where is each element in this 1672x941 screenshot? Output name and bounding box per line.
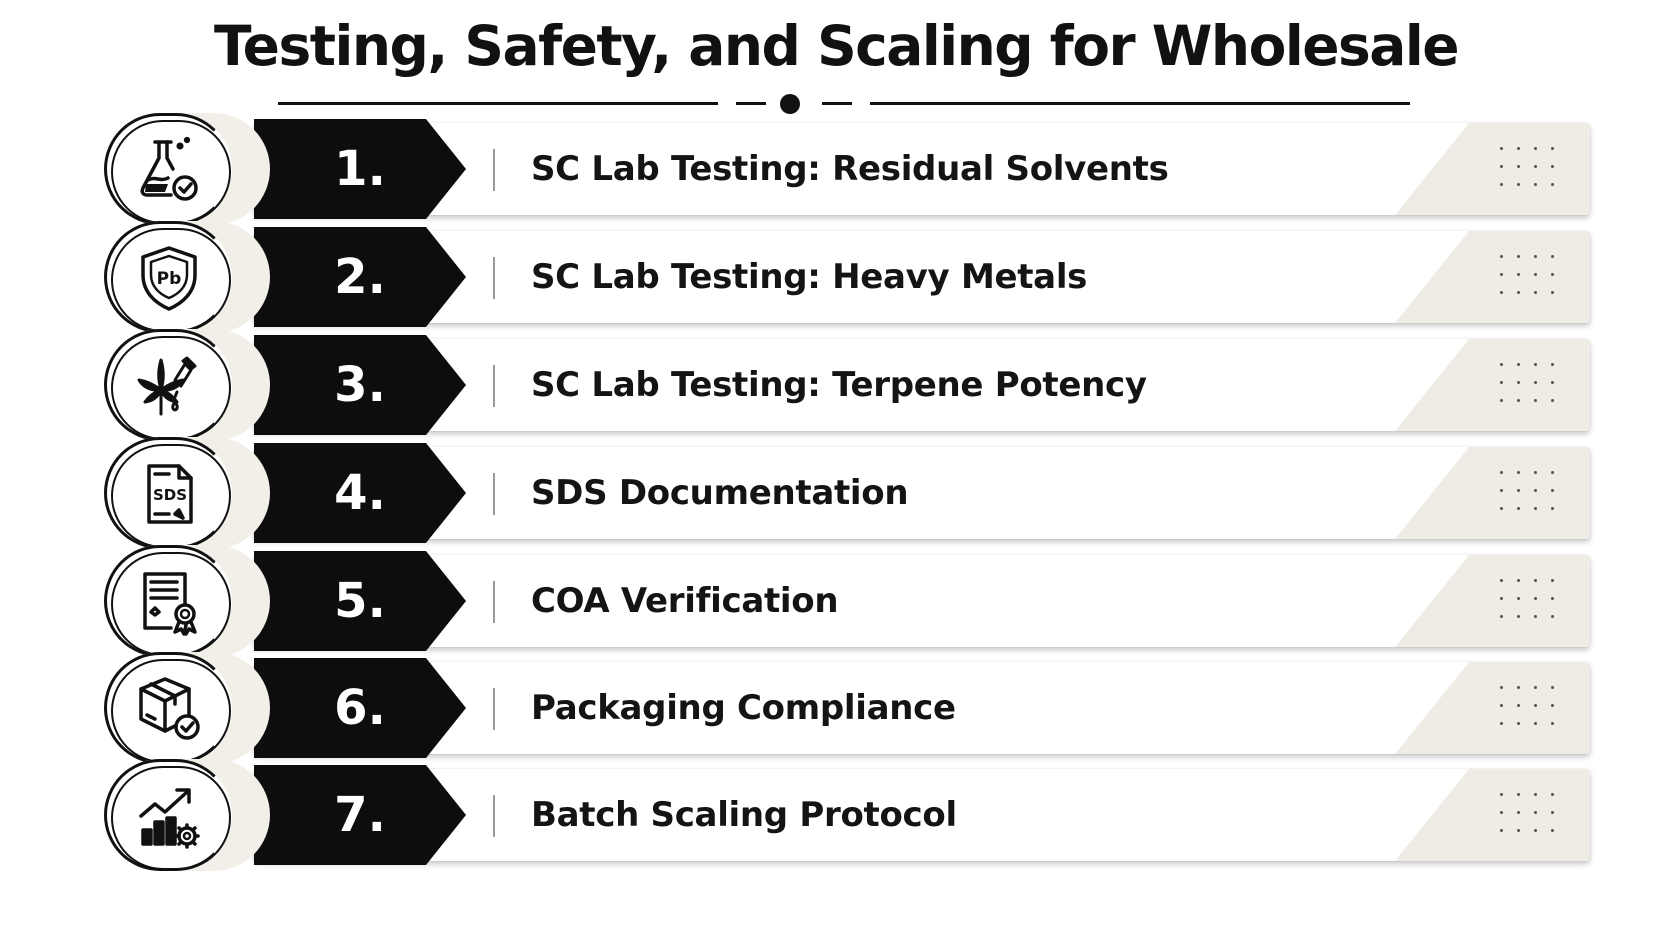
number-badge: 7. xyxy=(254,765,466,865)
icon-text: Pb xyxy=(157,269,182,289)
item-card xyxy=(254,555,1590,647)
item-number: 6. xyxy=(334,680,386,736)
list-item: 4. SDS Documentation SDS xyxy=(104,437,1590,549)
item-label: Packaging Compliance xyxy=(531,688,956,728)
item-label: COA Verification xyxy=(531,581,839,621)
item-card xyxy=(254,231,1590,323)
certificate-icon xyxy=(143,572,197,636)
item-number: 2. xyxy=(334,249,386,305)
number-badge: 1. xyxy=(254,119,466,219)
item-label: SC Lab Testing: Terpene Potency xyxy=(531,365,1147,405)
item-number: 4. xyxy=(334,465,386,521)
item-card xyxy=(254,447,1590,539)
item-card xyxy=(254,769,1590,861)
divider-dot xyxy=(780,94,800,114)
item-number: 1. xyxy=(334,141,386,197)
list-item: 1. SC Lab Testing: Residual Solvents xyxy=(104,113,1590,225)
number-badge: 3. xyxy=(254,335,466,435)
icon-text: SDS xyxy=(153,486,187,504)
number-badge: 5. xyxy=(254,551,466,651)
sds-document-icon: SDS xyxy=(147,464,193,524)
item-label: Batch Scaling Protocol xyxy=(531,795,957,835)
shield-pb-icon: Pb xyxy=(141,246,197,311)
number-badge: 2. xyxy=(254,227,466,327)
list-item: 2. SC Lab Testing: Heavy Metals Pb xyxy=(104,221,1590,333)
item-number: 5. xyxy=(334,573,386,629)
item-label: SC Lab Testing: Residual Solvents xyxy=(531,149,1169,189)
item-card xyxy=(254,339,1590,431)
item-label: SC Lab Testing: Heavy Metals xyxy=(531,257,1088,297)
item-number: 3. xyxy=(334,357,386,413)
list-item: 6. Packaging Compliance xyxy=(104,652,1590,764)
item-card xyxy=(254,662,1590,754)
number-badge: 6. xyxy=(254,658,466,758)
list-item: 5. COA Verification xyxy=(104,545,1590,657)
leaf-dropper-icon xyxy=(137,356,197,416)
list-item: 7. Batch Scaling Protocol xyxy=(104,759,1590,871)
item-label: SDS Documentation xyxy=(531,473,909,513)
growth-chart-gear-icon xyxy=(139,788,200,849)
flask-check-icon xyxy=(140,136,198,201)
box-check-icon xyxy=(139,677,200,740)
number-badge: 4. xyxy=(254,443,466,543)
item-number: 7. xyxy=(334,787,386,843)
item-card xyxy=(254,123,1590,215)
list-item: 3. SC Lab Testing: Terpene Potency xyxy=(104,329,1590,441)
page-title: Testing, Safety, and Scaling for Wholesa… xyxy=(213,14,1460,78)
title-divider xyxy=(278,92,1410,114)
